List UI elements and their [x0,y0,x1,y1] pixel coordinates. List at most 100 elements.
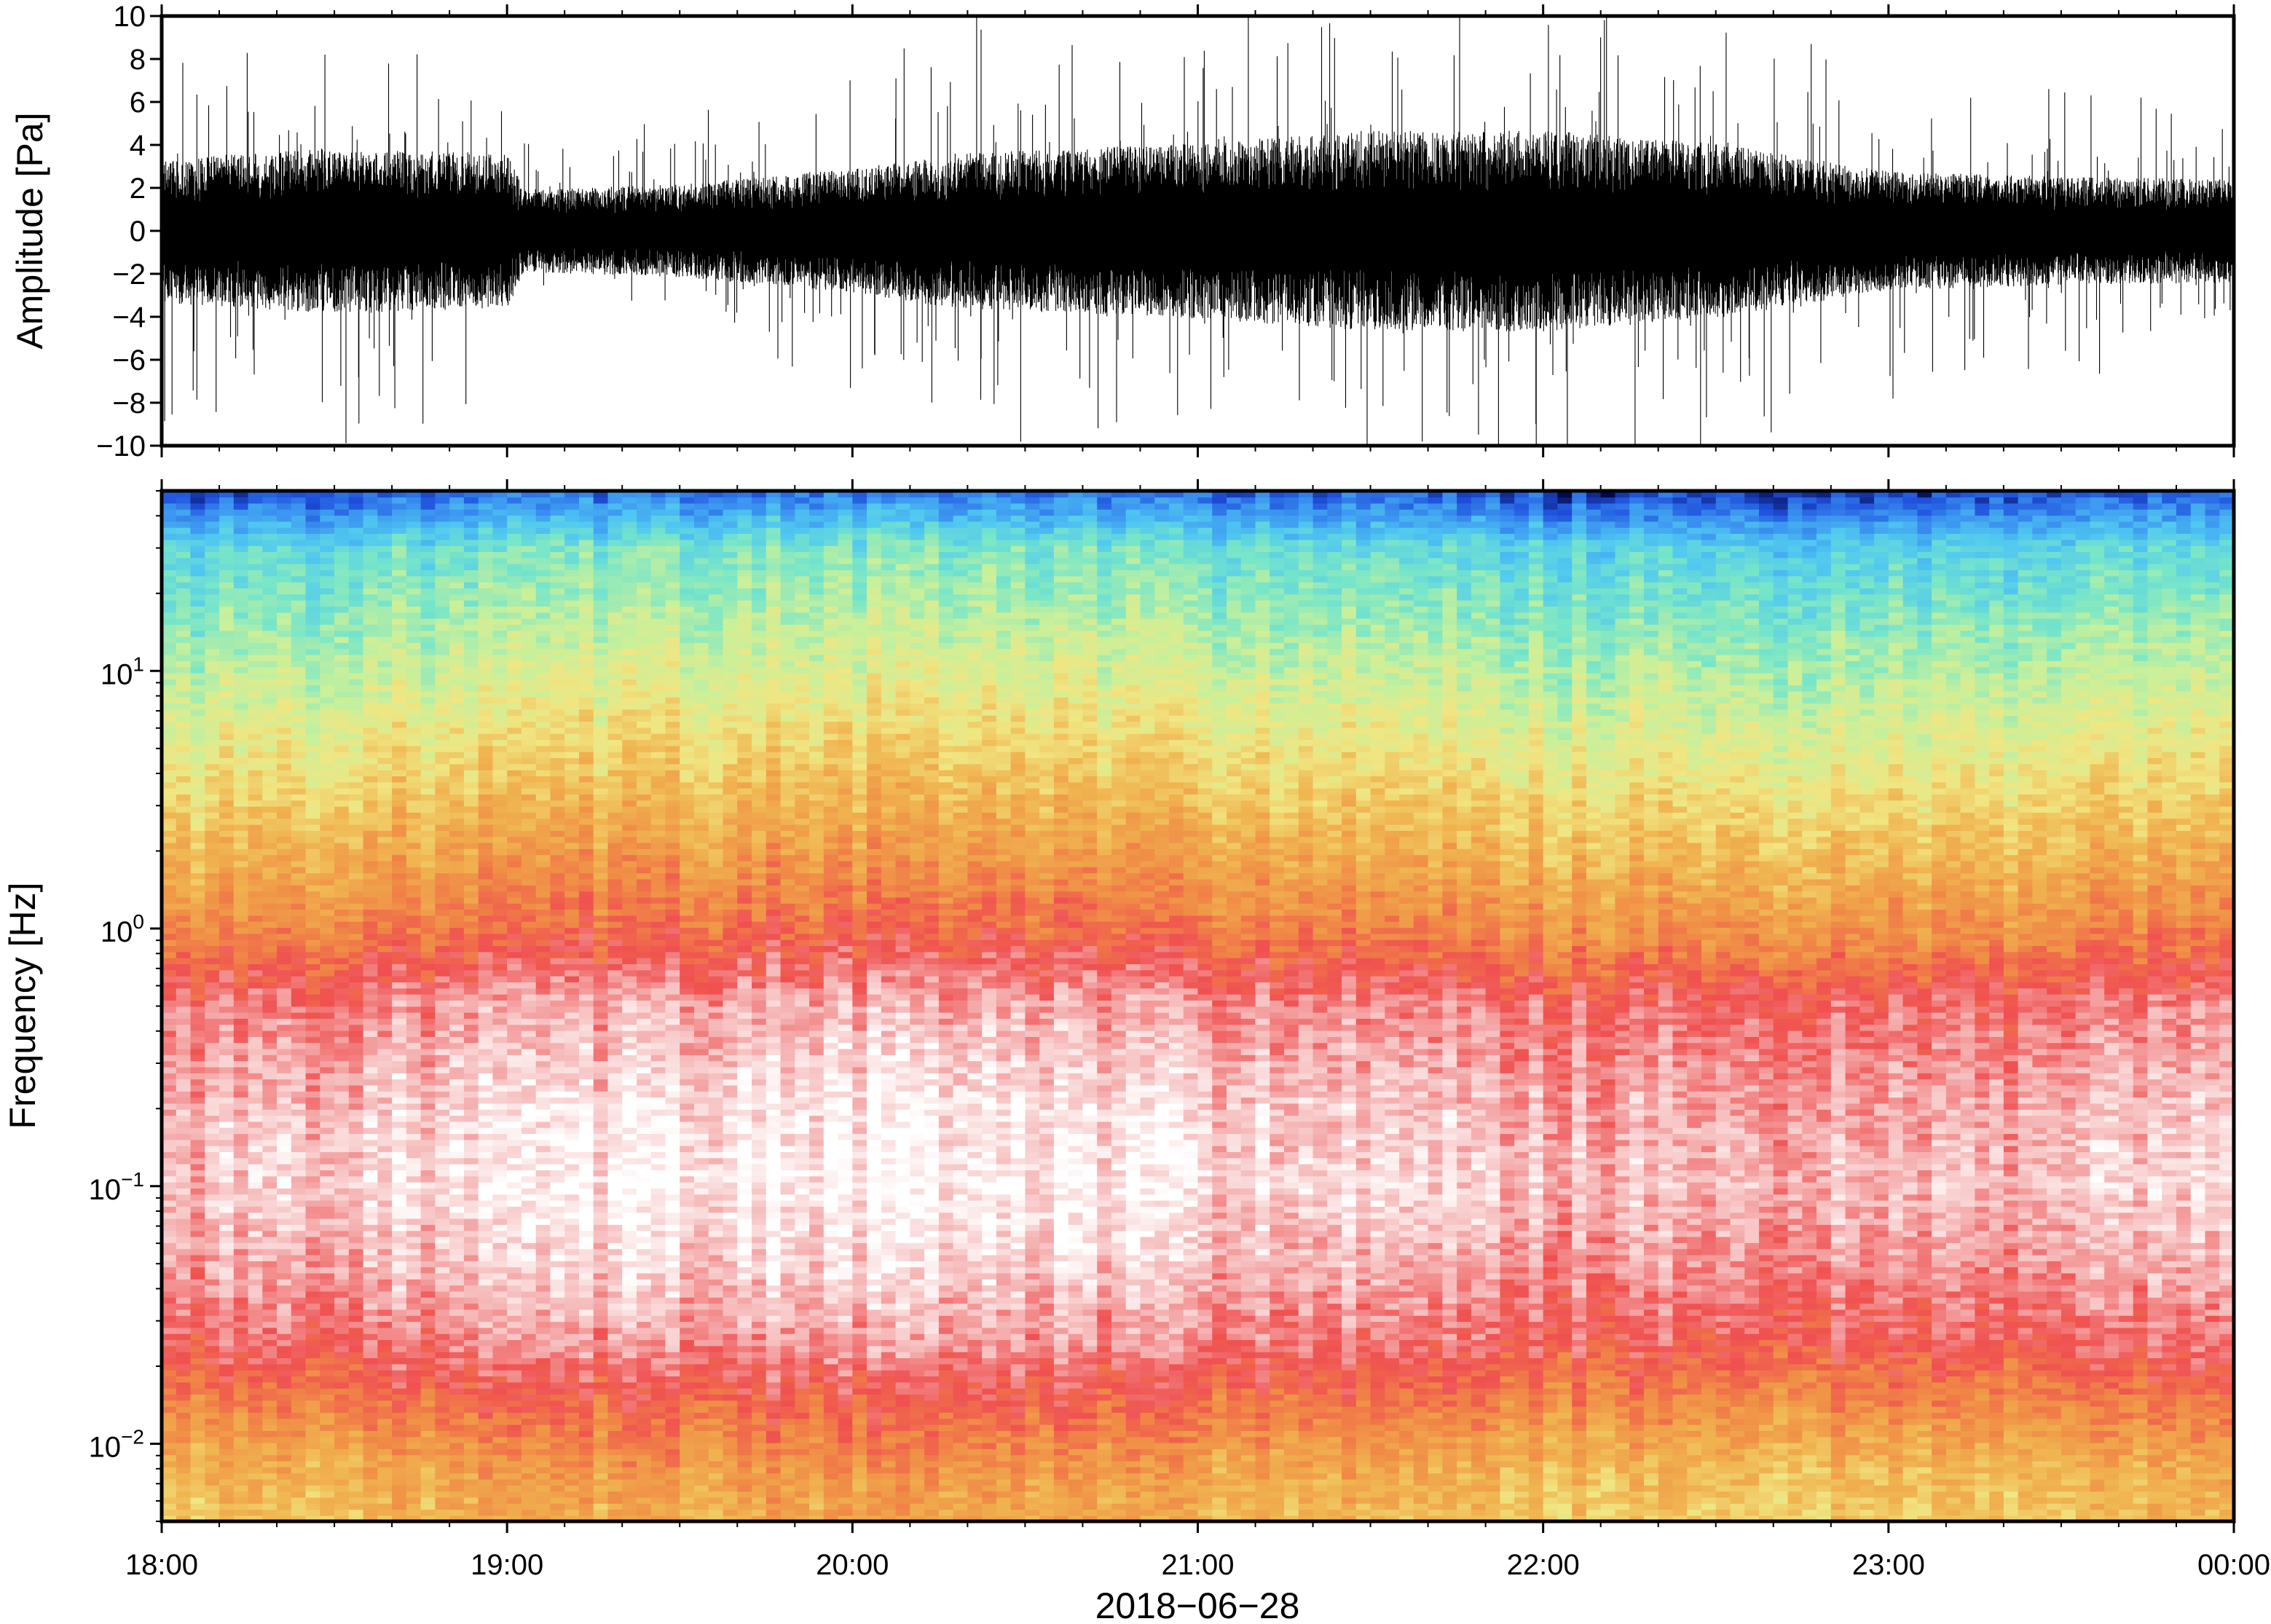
spectrogram-cell [2133,1339,2149,1346]
spectrogram-cell [1011,1346,1026,1352]
spectrogram-cell [306,1328,321,1334]
spectrogram-cell [651,1454,666,1461]
spectrogram-cell [1846,1448,1861,1455]
spectrogram-cell [464,1376,479,1382]
spectrogram-cell [1744,1454,1760,1461]
spectrogram-cell [2162,1333,2177,1340]
spectrogram-cell [1184,1485,1199,1491]
spectrogram-cell [781,1352,796,1358]
spectrogram-cell [1557,1388,1573,1395]
spectrogram-cell [2176,1333,2192,1340]
spectrogram-cell [377,1430,393,1437]
spectrogram-cell [1039,1315,1055,1322]
spectrogram-cell [1385,1328,1400,1334]
spectrogram-row [162,1491,2235,1497]
spectrogram-cell [1802,1419,1817,1425]
spectrogram-cell [521,1461,537,1467]
spectrogram-cell [291,1394,307,1400]
spectrogram-cell [1457,1503,1472,1510]
spectrogram-cell [564,1346,580,1352]
spectrogram-cell [234,1364,249,1371]
spectrogram-cell [521,1315,537,1322]
spectrogram-cell [1687,1321,1702,1328]
spectrogram-cell [1889,1352,1904,1358]
spectrogram-cell [665,1388,680,1395]
spectrogram-cell [2133,1454,2149,1461]
spectrogram-cell [737,1503,752,1510]
spectrogram-cell [651,1346,666,1352]
spectrogram-cell [2061,1479,2077,1486]
spectrogram-cell [1428,1376,1444,1382]
spectrogram-cell [2018,1364,2034,1371]
spectrogram-cell [637,1436,652,1443]
spectrogram-cell [277,1352,292,1358]
spectrogram-cell [435,1503,450,1510]
spectrogram-cell [953,1467,969,1473]
spectrogram-cell [1471,1400,1487,1407]
spectrogram-cell [1313,1443,1329,1449]
spectrogram-cell [1859,1339,1875,1346]
spectrogram-cell [1644,1424,1659,1431]
spectrogram-cell [421,1430,436,1437]
spectrogram-cell [1154,1370,1170,1376]
spectrogram-cell [1672,1333,1688,1340]
spectrogram-cell [205,1352,220,1358]
spectrogram-cell [1903,1509,1918,1515]
spectrogram-cell [1859,1346,1875,1352]
spectrogram-cell [1917,1424,1932,1431]
spectrogram-cell [205,1454,220,1461]
spectrogram-cell [1946,1485,1961,1491]
spectrogram-cell [867,1352,882,1358]
spectrogram-cell [939,1370,954,1376]
spectrogram-cell [1442,1388,1457,1395]
spectrogram-cell [1831,1346,1846,1352]
spectrogram-cell [205,1448,220,1455]
spectrogram-cell [694,1436,709,1443]
spectrogram-cell [781,1412,796,1419]
spectrogram-cell [421,1467,436,1473]
spectrogram-cell [435,1419,450,1425]
spectrogram-cell [896,1479,911,1486]
spectrogram-cell [1241,1352,1256,1358]
spectrogram-cell [1731,1424,1746,1431]
spectrogram-cell [1961,1473,1976,1479]
spectrogram-cell [306,1479,321,1486]
spectrogram-cell [2104,1467,2120,1473]
spectrogram-cell [1385,1419,1400,1425]
spectrogram-cell [464,1352,479,1358]
spectrogram-cell [1961,1328,1976,1334]
spectrogram-cell [1759,1491,1774,1497]
spectrogram-cell [1486,1315,1501,1322]
spectrogram-cell [1212,1388,1227,1395]
spectrogram-cell [421,1376,436,1382]
spectrogram-cell [896,1376,911,1382]
spectrogram-cell [1788,1509,1803,1515]
spectrogram-cell [564,1461,580,1467]
spectrogram-cell [2147,1352,2162,1358]
spectrogram-cell [1817,1328,1832,1334]
spectrogram-cell [766,1497,782,1504]
spectrogram-cell [1961,1448,1976,1455]
spectrogram-cell [709,1448,724,1455]
spectrogram-cell [1428,1473,1444,1479]
spectrogram-cell [1788,1357,1803,1364]
spectrogram-cell [982,1394,997,1400]
spectrogram-cell [2191,1394,2206,1400]
spectrogram-cell [594,1406,609,1413]
spectrogram-cell [1701,1406,1717,1413]
spectrogram-cell [2004,1346,2019,1352]
spectrogram-cell [1371,1503,1386,1510]
spectrogram-cell [1284,1406,1299,1413]
spectrogram-cell [2176,1485,2192,1491]
spectrogram-cell [1989,1497,2004,1504]
spectrogram-cell [1471,1406,1487,1413]
spectrogram-cell [752,1503,767,1510]
spectrogram-cell [881,1406,897,1413]
spectrogram-cell [1788,1497,1803,1504]
spectrogram-cell [795,1364,810,1371]
spectrogram-cell [1256,1473,1271,1479]
spectrogram-cell [1054,1333,1069,1340]
spectrogram-cell [1442,1485,1457,1491]
spectrogram-cell [191,1424,206,1431]
spectrogram-cell [1327,1461,1342,1467]
